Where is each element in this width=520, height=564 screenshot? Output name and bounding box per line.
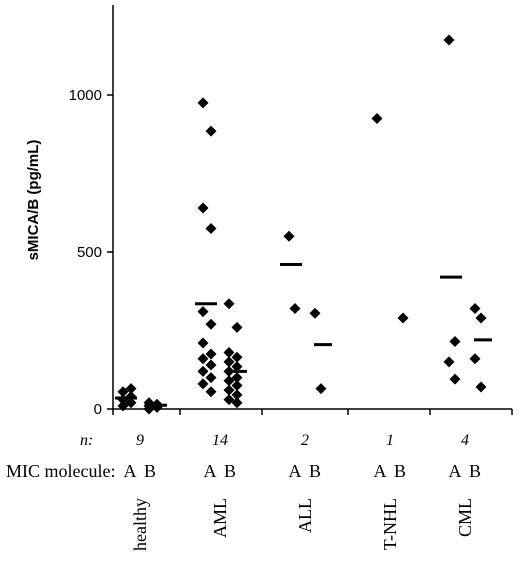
data-point-aml-a — [197, 97, 209, 109]
n-row-label: n: — [80, 432, 93, 449]
group-n-t-nhl: 1 — [386, 432, 394, 449]
group-n-aml: 14 — [212, 432, 228, 449]
data-point-aml-a — [205, 386, 217, 398]
mean-bars — [115, 263, 492, 407]
data-point-aml-b — [231, 389, 243, 401]
data-point-aml-b — [231, 397, 243, 409]
data-point-aml-a — [205, 348, 217, 360]
data-point-aml-a — [205, 359, 217, 371]
data-point-aml-b — [223, 346, 235, 358]
molecule-row-label: MIC molecule: — [6, 461, 115, 481]
data-point-cml-a — [449, 335, 461, 347]
data-point-aml-a — [197, 202, 209, 214]
y-tick-label: 0 — [94, 401, 102, 418]
data-point-healthy-a — [125, 383, 137, 395]
data-point-cml-a — [443, 356, 455, 368]
molecule-label-cml-b: B — [469, 461, 481, 481]
data-point-aml-b — [231, 321, 243, 333]
group-label-cml: CML — [455, 498, 475, 537]
y-tick-label: 1000 — [69, 87, 102, 104]
data-point-t-nhl-a — [371, 113, 383, 125]
molecule-label-aml-a: A — [204, 461, 217, 481]
data-point-healthy-a — [117, 400, 129, 412]
data-point-aml-a — [205, 318, 217, 330]
molecule-label-t-nhl-b: B — [394, 461, 406, 481]
axes: 0 500 1000 sMICA/B (pg/mL) — [25, 5, 513, 418]
data-point-aml-b — [223, 375, 235, 387]
group-label-t-nhl: T-NHL — [380, 498, 400, 550]
data-point-t-nhl-b — [397, 312, 409, 324]
molecule-label-cml-a: A — [449, 461, 462, 481]
data-point-all-b — [315, 383, 327, 395]
group-n-healthy: 9 — [136, 432, 144, 449]
data-point-aml-a — [197, 306, 209, 318]
data-point-cml-a — [443, 34, 455, 46]
data-point-aml-a — [197, 353, 209, 365]
data-point-healthy-a — [125, 397, 137, 409]
y-tick-label: 500 — [77, 244, 102, 261]
data-point-aml-a — [205, 125, 217, 137]
molecule-label-healthy-a: A — [124, 461, 137, 481]
data-point-aml-a — [205, 222, 217, 234]
data-point-aml-a — [197, 337, 209, 349]
data-point-aml-b — [231, 351, 243, 363]
molecule-label-all-a: A — [289, 461, 302, 481]
data-point-aml-b — [223, 394, 235, 406]
data-point-cml-b — [475, 312, 487, 324]
data-points — [117, 34, 487, 415]
molecule-label-healthy-b: B — [144, 461, 156, 481]
data-point-aml-b — [223, 384, 235, 396]
data-point-cml-b — [469, 353, 481, 365]
data-point-healthy-a — [117, 386, 129, 398]
molecule-label-aml-b: B — [224, 461, 236, 481]
data-point-cml-a — [449, 373, 461, 385]
data-point-aml-b — [223, 298, 235, 310]
molecule-label-t-nhl-a: A — [374, 461, 387, 481]
data-point-cml-b — [475, 381, 487, 393]
data-point-aml-b — [231, 361, 243, 373]
data-point-aml-a — [197, 378, 209, 390]
data-point-all-b — [309, 307, 321, 319]
group-label-healthy: healthy — [130, 498, 150, 551]
y-axis-label: sMICA/B (pg/mL) — [25, 140, 42, 261]
data-point-all-a — [289, 303, 301, 315]
data-point-cml-b — [469, 303, 481, 315]
data-point-aml-b — [223, 356, 235, 368]
group-label-aml: AML — [210, 498, 230, 538]
group-label-all: ALL — [295, 498, 315, 533]
data-point-aml-a — [205, 372, 217, 384]
group-n-cml: 4 — [461, 432, 469, 449]
data-point-all-a — [283, 230, 295, 242]
data-point-aml-a — [197, 365, 209, 377]
group-n-all: 2 — [301, 432, 309, 449]
data-point-aml-b — [231, 379, 243, 391]
molecule-label-all-b: B — [309, 461, 321, 481]
data-point-aml-b — [231, 372, 243, 384]
